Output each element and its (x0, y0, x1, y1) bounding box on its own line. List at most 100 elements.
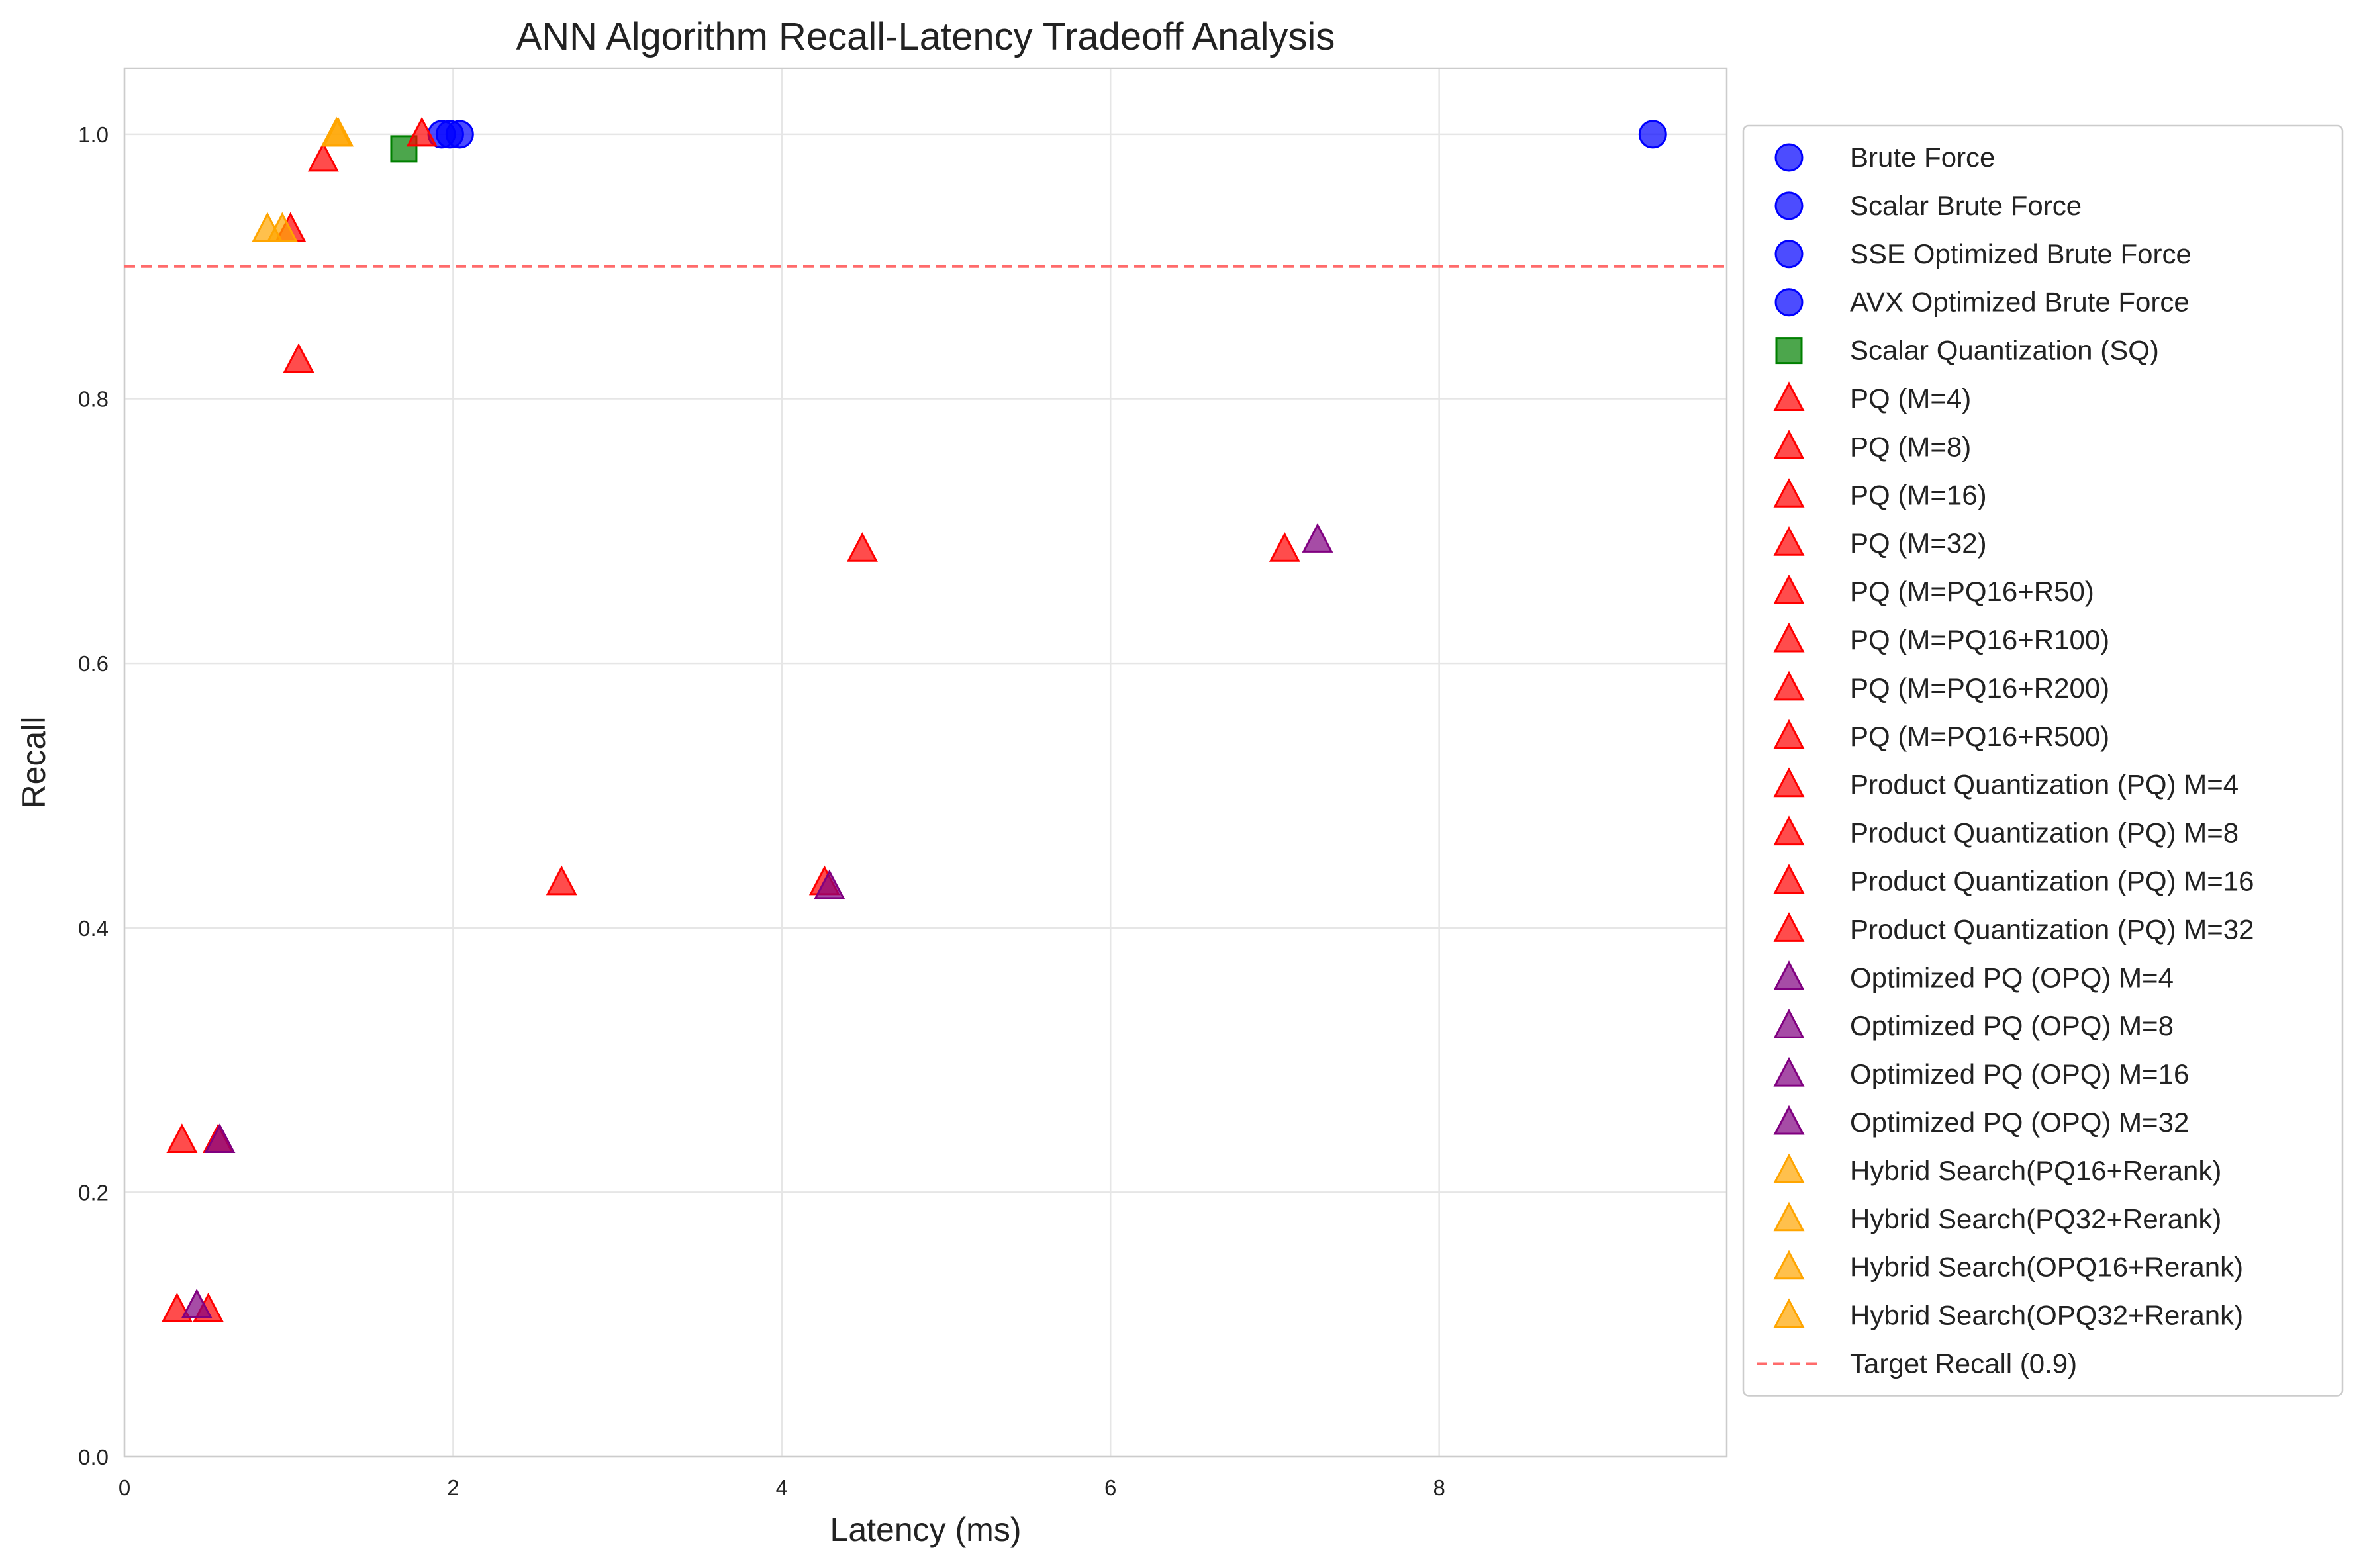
legend-label: PQ (M=PQ16+R200) (1850, 672, 2109, 704)
legend-triangle-swatch (1773, 526, 1805, 556)
legend-triangle-swatch (1773, 912, 1805, 942)
x-tick-label: 0 (119, 1475, 130, 1500)
tick-labels: 0 2 4 6 8 0.0 0.2 0.4 0.6 0.8 1.0 (78, 122, 1445, 1500)
legend-label: Brute Force (1850, 142, 1995, 173)
legend-item-brute-force: Brute Force (1774, 142, 1995, 173)
y-tick-label: 0.4 (78, 916, 109, 941)
plot-frame (123, 67, 1728, 1458)
legend-item-product-quantization-pq-m-16: Product Quantization (PQ) M=16 (1773, 864, 2254, 897)
x-axis-label: Latency (ms) (830, 1511, 1022, 1548)
legend-triangle-swatch (1773, 1250, 1805, 1280)
legend-label: Optimized PQ (OPQ) M=8 (1850, 1010, 2174, 1041)
y-tick-label: 0.8 (78, 387, 109, 412)
legend-label: Product Quantization (PQ) M=16 (1850, 866, 2254, 897)
legend-item-optimized-pq-opq-m-16: Optimized PQ (OPQ) M=16 (1773, 1056, 2189, 1089)
legend-label: Product Quantization (PQ) M=4 (1850, 769, 2239, 800)
legend-triangle-swatch (1773, 767, 1805, 798)
legend-label: PQ (M=PQ16+R100) (1850, 624, 2109, 655)
legend-circle-swatch (1774, 240, 1804, 269)
legend-item-pq-m-32: PQ (M=32) (1773, 526, 1987, 559)
legend-items: Brute Force Scalar Brute Force SSE Optimiz… (1757, 142, 2254, 1379)
point-pq-m-pq16-r50 (283, 343, 314, 373)
data-points (161, 116, 1667, 1322)
legend-label: PQ (M=PQ16+R500) (1850, 721, 2109, 752)
legend-item-product-quantization-pq-m-4: Product Quantization (PQ) M=4 (1773, 767, 2239, 800)
legend-item-hybrid-search-pq16-rerank: Hybrid Search(PQ16+Rerank) (1773, 1153, 2221, 1186)
legend-item-product-quantization-pq-m-8: Product Quantization (PQ) M=8 (1773, 815, 2239, 849)
point-pq-m-16 (546, 865, 577, 896)
legend-item-scalar-quantization-sq: Scalar Quantization (SQ) (1775, 335, 2159, 366)
legend-triangle-swatch (1773, 1153, 1805, 1183)
legend-label: Optimized PQ (OPQ) M=32 (1850, 1107, 2189, 1138)
legend-triangle-swatch (1773, 574, 1805, 604)
y-tick-label: 0.6 (78, 651, 109, 676)
legend-item-product-quantization-pq-m-32: Product Quantization (PQ) M=32 (1773, 912, 2254, 945)
y-tick-label: 1.0 (78, 122, 109, 147)
legend-label: Optimized PQ (OPQ) M=16 (1850, 1058, 2189, 1089)
legend-triangle-swatch (1773, 1008, 1805, 1038)
point-pq-m-8 (166, 1123, 198, 1153)
legend-item-hybrid-search-opq32-rerank: Hybrid Search(OPQ32+Rerank) (1773, 1298, 2243, 1331)
legend-label: Hybrid Search(PQ32+Rerank) (1850, 1203, 2221, 1234)
legend-label: Product Quantization (PQ) M=8 (1850, 817, 2239, 849)
legend-item-hybrid-search-opq16-rerank: Hybrid Search(OPQ16+Rerank) (1773, 1250, 2243, 1283)
legend-label: PQ (M=8) (1850, 431, 1971, 462)
legend-triangle-swatch (1773, 1105, 1805, 1135)
point-pq-m-32 (846, 532, 878, 562)
legend-label: PQ (M=4) (1850, 383, 1971, 414)
legend-square-swatch (1775, 337, 1803, 365)
legend-box (1742, 124, 2344, 1397)
legend-label: PQ (M=16) (1850, 479, 1987, 510)
legend-item-pq-m-pq16-r500: PQ (M=PQ16+R500) (1773, 719, 2109, 752)
point-optimized-pq-opq-m-8 (204, 1123, 236, 1153)
legend: Brute Force Scalar Brute Force SSE Optimiz… (1742, 124, 2344, 1397)
point-brute-force (1638, 120, 1667, 149)
legend-label: AVX Optimized Brute Force (1850, 287, 2190, 318)
x-tick-label: 2 (447, 1475, 459, 1500)
legend-triangle-swatch (1773, 864, 1805, 894)
legend-label: Hybrid Search(PQ16+Rerank) (1850, 1155, 2221, 1186)
legend-triangle-swatch (1773, 1056, 1805, 1087)
legend-item-scalar-brute-force: Scalar Brute Force (1774, 190, 2082, 221)
legend-item-pq-m-pq16-r100: PQ (M=PQ16+R100) (1773, 622, 2109, 655)
chart-title: ANN Algorithm Recall-Latency Tradeoff An… (516, 15, 1335, 58)
legend-item-avx-optimized-brute-force: AVX Optimized Brute Force (1774, 287, 2190, 318)
legend-label: Optimized PQ (OPQ) M=4 (1850, 962, 2174, 993)
legend-item-optimized-pq-opq-m-8: Optimized PQ (OPQ) M=8 (1773, 1008, 2174, 1041)
legend-triangle-swatch (1773, 478, 1805, 508)
point-hybrid-search-opq16-rerank (266, 212, 298, 242)
point-product-quantization-pq-m-32 (1269, 532, 1300, 562)
x-tick-label: 4 (776, 1475, 788, 1500)
legend-triangle-swatch (1773, 815, 1805, 846)
legend-label: SSE Optimized Brute Force (1850, 238, 2192, 269)
legend-triangle-swatch (1773, 1298, 1805, 1328)
y-tick-label: 0.0 (78, 1445, 109, 1469)
legend-item-hybrid-search-pq32-rerank: Hybrid Search(PQ32+Rerank) (1773, 1201, 2221, 1234)
legend-label: Hybrid Search(OPQ32+Rerank) (1850, 1300, 2243, 1331)
legend-circle-swatch (1774, 288, 1804, 317)
point-pq-m-pq16-r200 (307, 142, 339, 172)
legend-item-optimized-pq-opq-m-32: Optimized PQ (OPQ) M=32 (1773, 1105, 2189, 1138)
point-avx-optimized-brute-force (445, 120, 474, 149)
legend-item-pq-m-pq16-r200: PQ (M=PQ16+R200) (1773, 670, 2109, 704)
legend-triangle-swatch (1773, 622, 1805, 653)
point-optimized-pq-opq-m-4 (181, 1288, 213, 1318)
legend-triangle-swatch (1773, 430, 1805, 459)
legend-item-pq-m-16: PQ (M=16) (1773, 478, 1987, 510)
point-hybrid-search-opq32-rerank (320, 116, 352, 147)
legend-label: Hybrid Search(OPQ16+Rerank) (1850, 1252, 2243, 1283)
point-pq-m-pq16-r500 (406, 116, 438, 147)
legend-label: Target Recall (0.9) (1850, 1348, 2077, 1379)
legend-item-pq-m-8: PQ (M=8) (1773, 430, 1971, 462)
legend-triangle-swatch (1773, 381, 1805, 411)
legend-item-pq-m-pq16-r50: PQ (M=PQ16+R50) (1773, 574, 2094, 607)
x-tick-label: 6 (1104, 1475, 1116, 1500)
legend-triangle-swatch (1773, 719, 1805, 749)
legend-label: Product Quantization (PQ) M=32 (1850, 913, 2254, 945)
y-axis-label: Recall (15, 717, 52, 809)
legend-triangle-swatch (1773, 670, 1805, 701)
x-tick-label: 8 (1433, 1475, 1445, 1500)
legend-triangle-swatch (1773, 960, 1805, 990)
y-tick-label: 0.2 (78, 1180, 109, 1205)
